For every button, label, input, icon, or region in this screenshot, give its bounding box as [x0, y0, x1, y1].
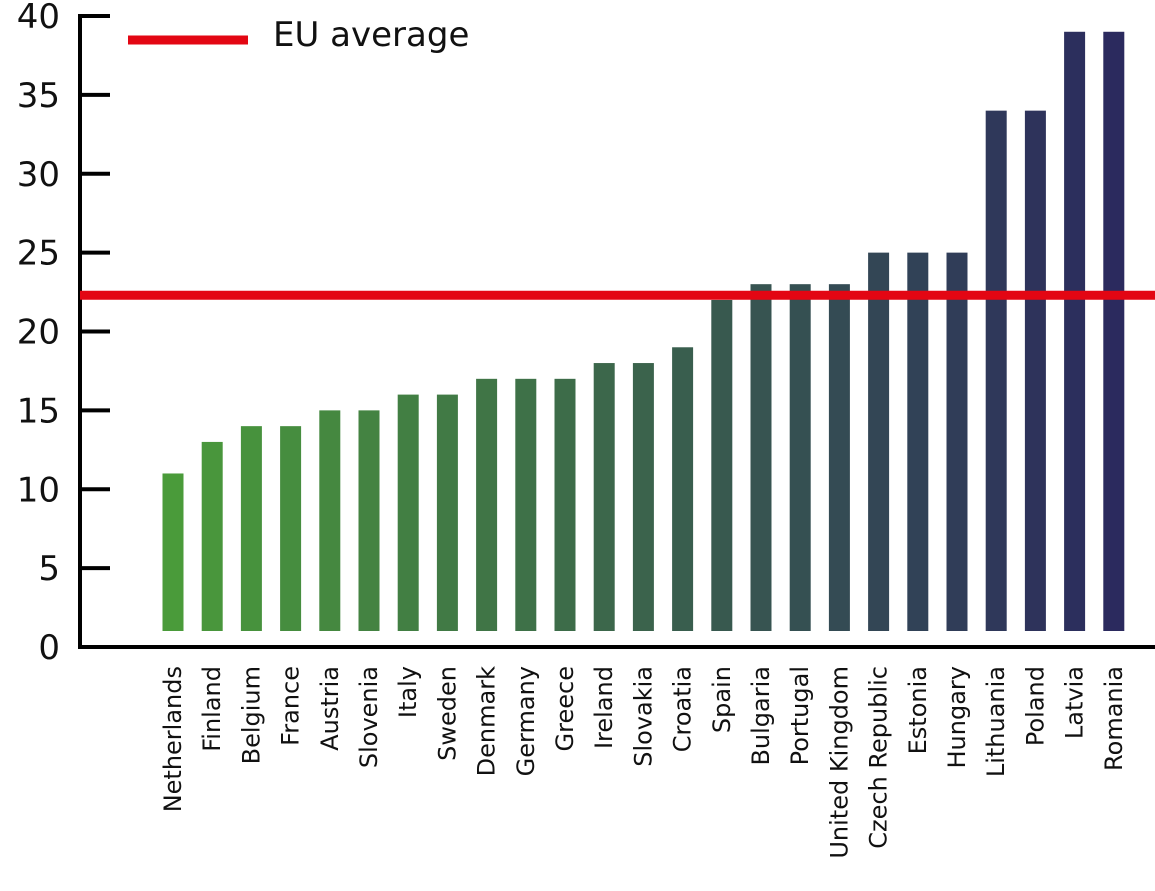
- y-tick-label-40: 40: [17, 0, 60, 37]
- bar-croatia: [672, 347, 694, 631]
- bar-sweden: [436, 394, 458, 631]
- bars-group: [162, 31, 1125, 631]
- bar-hungary: [946, 252, 968, 631]
- bar-lithuania: [985, 110, 1007, 631]
- y-tick-label-35: 35: [17, 76, 60, 116]
- x-tick-label-romania: Romania: [1100, 666, 1128, 771]
- bar-finland: [201, 441, 223, 631]
- x-tick-label-czech-republic: Czech Republic: [865, 666, 893, 849]
- bar-germany: [515, 378, 537, 631]
- x-tick-label-greece: Greece: [551, 666, 579, 751]
- x-tick-label-spain: Spain: [708, 666, 736, 733]
- y-tick-label-30: 30: [17, 155, 60, 195]
- bar-poland: [1024, 110, 1046, 631]
- y-axis: 0 5 10 15 20 25 30 35 40: [17, 0, 110, 668]
- bar-denmark: [476, 378, 498, 631]
- x-tick-label-bulgaria: Bulgaria: [747, 666, 775, 766]
- y-tick-label-25: 25: [17, 234, 60, 274]
- bar-latvia: [1064, 31, 1086, 631]
- x-tick-label-portugal: Portugal: [786, 666, 814, 765]
- x-tick-label-slovenia: Slovenia: [355, 666, 383, 768]
- x-tick-label-netherlands: Netherlands: [159, 666, 187, 812]
- category-labels: Netherlands Finland Belgium France Austria Sl…: [159, 666, 1128, 859]
- y-tick-label-0: 0: [38, 628, 60, 668]
- bar-bulgaria: [750, 284, 772, 631]
- bar-austria: [319, 410, 341, 631]
- x-tick-label-sweden: Sweden: [433, 666, 461, 761]
- bar-netherlands: [162, 473, 184, 631]
- y-tick-label-10: 10: [17, 470, 60, 510]
- bar-portugal: [789, 284, 811, 631]
- x-tick-label-lithuania: Lithuania: [982, 666, 1010, 777]
- x-tick-label-belgium: Belgium: [237, 666, 265, 764]
- x-tick-label-latvia: Latvia: [1061, 666, 1089, 739]
- y-tick-label-15: 15: [17, 391, 60, 431]
- bar-romania: [1103, 31, 1125, 631]
- x-tick-label-austria: Austria: [316, 666, 344, 751]
- x-tick-label-hungary: Hungary: [943, 666, 971, 768]
- bar-ireland: [593, 363, 615, 631]
- bar-france: [280, 426, 302, 631]
- bar-belgium: [240, 426, 262, 631]
- bar-united-kingdom: [828, 284, 850, 631]
- x-tick-label-slovakia: Slovakia: [629, 666, 657, 767]
- x-tick-label-ireland: Ireland: [590, 666, 618, 749]
- y-tick-label-20: 20: [17, 313, 60, 353]
- bar-spain: [711, 299, 733, 631]
- legend: EU average: [128, 15, 469, 55]
- x-tick-label-denmark: Denmark: [473, 666, 501, 776]
- x-tick-label-france: France: [277, 666, 305, 746]
- x-tick-label-united-kingdom: United Kingdom: [825, 666, 853, 859]
- bar-greece: [554, 378, 576, 631]
- bar-czech-republic: [868, 252, 890, 631]
- y-tick-label-5: 5: [38, 549, 60, 589]
- legend-label-eu-average: EU average: [273, 15, 469, 55]
- bar-slovenia: [358, 410, 380, 631]
- bar-slovakia: [632, 363, 654, 631]
- bar-italy: [397, 394, 419, 631]
- bar-estonia: [907, 252, 929, 631]
- x-tick-label-poland: Poland: [1021, 666, 1049, 746]
- x-tick-label-germany: Germany: [512, 666, 540, 776]
- x-tick-label-croatia: Croatia: [669, 666, 697, 752]
- x-tick-label-finland: Finland: [198, 666, 226, 752]
- x-tick-label-italy: Italy: [394, 666, 422, 718]
- x-tick-label-estonia: Estonia: [904, 666, 932, 754]
